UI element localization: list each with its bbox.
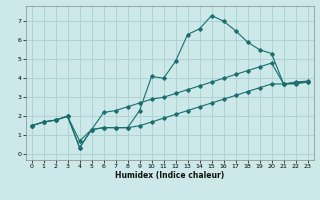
- X-axis label: Humidex (Indice chaleur): Humidex (Indice chaleur): [115, 171, 224, 180]
